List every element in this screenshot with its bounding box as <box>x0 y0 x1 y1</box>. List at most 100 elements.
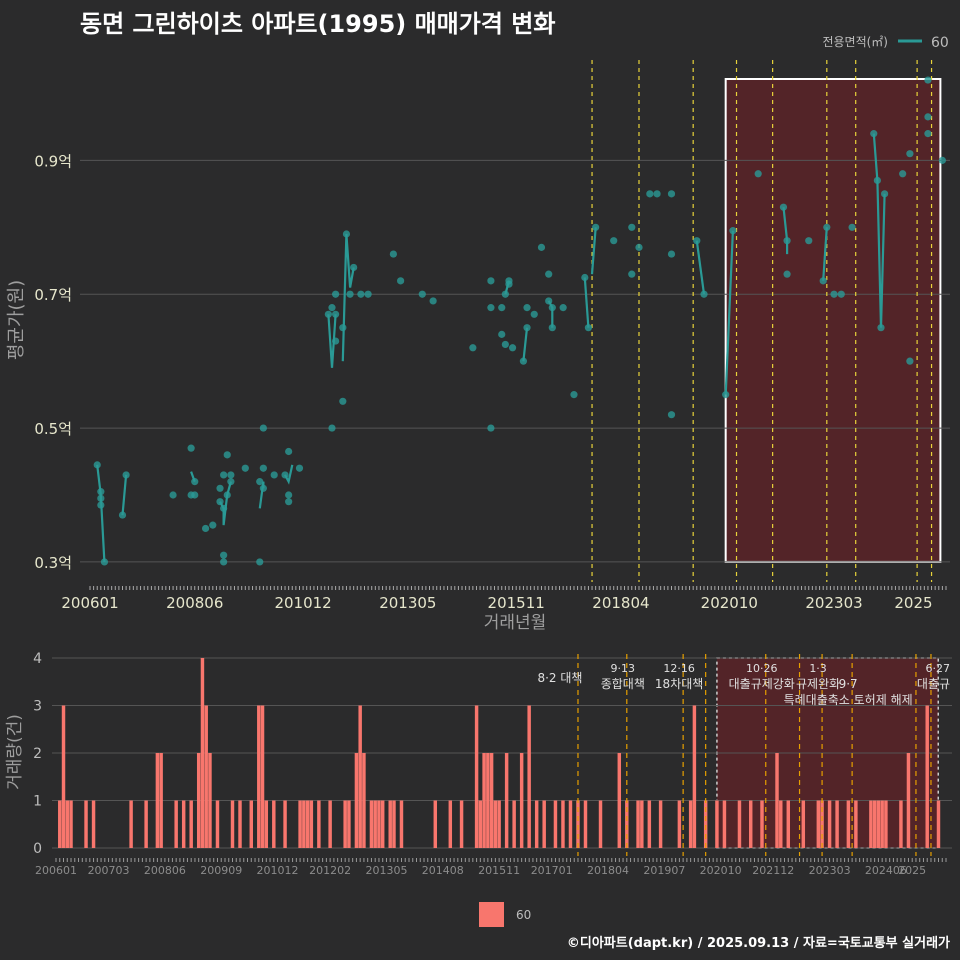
price-point <box>487 424 495 432</box>
volume-y-tick-label: 0 <box>33 841 42 857</box>
price-x-axis-label: 거래년월 <box>484 613 547 633</box>
volume-bar <box>703 800 708 848</box>
price-point <box>667 250 676 258</box>
price-point <box>584 324 593 332</box>
volume-bar <box>869 800 873 848</box>
price-line-segment <box>96 464 106 562</box>
price-point <box>899 170 907 178</box>
volume-bar <box>519 753 524 848</box>
volume-bar <box>816 800 821 848</box>
price-line-segment <box>121 474 128 516</box>
volume-x-tick-label: 201408 <box>422 864 464 877</box>
volume-bar <box>129 800 133 848</box>
price-point <box>259 464 267 472</box>
price-point <box>523 304 531 312</box>
volume-bar <box>354 753 359 848</box>
price-point <box>523 324 531 332</box>
volume-bar <box>820 800 824 848</box>
price-point <box>924 113 932 121</box>
volume-bar <box>534 800 539 848</box>
volume-bar <box>392 800 396 848</box>
volume-bar <box>636 800 640 848</box>
price-point <box>469 344 477 352</box>
volume-bar <box>715 800 719 848</box>
price-point <box>332 290 340 298</box>
price-point <box>220 471 228 479</box>
volume-x-tick-label: 201511 <box>478 864 520 877</box>
price-line-segment <box>341 233 355 362</box>
price-point <box>281 471 289 479</box>
volume-y-tick-label: 3 <box>33 699 42 715</box>
volume-bar <box>155 753 160 848</box>
price-point <box>548 304 556 312</box>
price-point <box>339 397 347 405</box>
page-title: 동면 그린하이츠 아파트(1995) 매매가격 변화 <box>80 10 556 38</box>
volume-bar <box>542 800 546 848</box>
price-point <box>169 491 177 499</box>
volume-series-60 <box>58 658 941 848</box>
volume-bar <box>260 705 265 848</box>
price-point <box>220 551 228 559</box>
price-point <box>259 484 267 492</box>
volume-x-tick-label: 200806 <box>144 864 186 877</box>
volume-legend-key <box>479 902 504 927</box>
volume-bar <box>362 753 366 848</box>
price-point <box>223 451 231 459</box>
price-point <box>837 290 845 298</box>
volume-bar <box>69 800 73 848</box>
volume-bar <box>493 800 498 848</box>
volume-x-tick-label: 202303 <box>809 864 851 877</box>
price-x-tick-label: 200601 <box>61 594 118 612</box>
price-y-tick-label: 0.7억 <box>34 286 72 304</box>
volume-bar <box>576 800 580 848</box>
volume-bar <box>846 800 851 848</box>
volume-bar <box>343 800 347 848</box>
price-point <box>559 304 567 312</box>
price-point <box>122 471 130 479</box>
price-legend-label: 60 <box>931 35 949 51</box>
volume-bar <box>512 800 516 848</box>
price-line-segment <box>583 277 590 328</box>
price-point <box>285 447 293 456</box>
price-point <box>339 324 347 332</box>
volume-bar <box>144 800 148 848</box>
volume-bar <box>215 800 220 848</box>
price-point <box>501 340 509 349</box>
price-point <box>581 273 589 282</box>
price-point <box>545 270 553 278</box>
price-point <box>487 277 495 285</box>
price-point <box>223 491 231 499</box>
volume-annotation-label: 8·2 대책 <box>537 670 582 685</box>
price-point <box>501 290 509 298</box>
volume-bar <box>658 800 663 848</box>
volume-bar <box>835 800 839 848</box>
price-point <box>530 310 538 318</box>
price-point <box>848 223 856 231</box>
volume-bar <box>748 800 753 848</box>
volume-bar <box>305 800 310 848</box>
price-point <box>873 176 881 185</box>
price-point <box>93 461 101 469</box>
price-point <box>487 304 495 312</box>
price-point <box>498 304 506 312</box>
volume-bar <box>527 705 531 848</box>
price-point <box>216 498 224 506</box>
price-point <box>357 290 365 298</box>
volume-bar <box>486 753 490 848</box>
price-point <box>819 277 827 285</box>
volume-x-tick-label: 202112 <box>752 864 794 877</box>
price-point <box>729 227 737 235</box>
price-point <box>805 237 813 245</box>
volume-bar <box>204 705 208 848</box>
volume-bar <box>801 800 806 848</box>
price-point <box>754 170 762 178</box>
price-y-tick-label: 0.5억 <box>34 420 72 438</box>
volume-bar <box>640 800 644 848</box>
volume-bar <box>474 705 479 848</box>
price-line-segment <box>590 227 597 275</box>
volume-bar <box>317 800 321 848</box>
price-point <box>545 297 553 305</box>
volume-bar <box>58 800 62 848</box>
